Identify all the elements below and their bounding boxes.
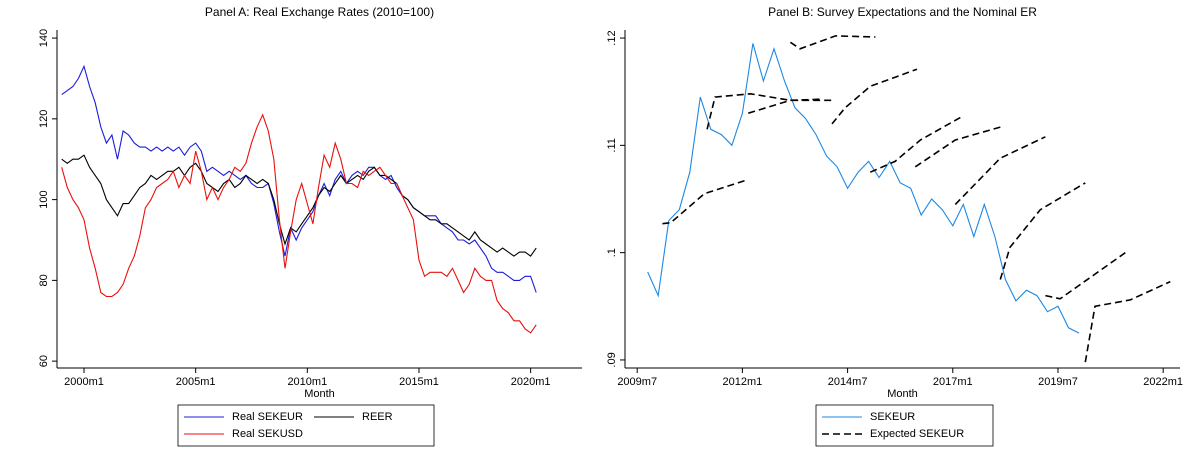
series-line	[61, 154, 537, 257]
legend-label: REER	[362, 411, 393, 423]
legend-box	[815, 404, 994, 447]
x-tick-label: 2009m7	[617, 376, 657, 388]
panel: Panel B: Survey Expectations and the Nom…	[606, 5, 1183, 447]
series-line	[61, 113, 537, 334]
x-tick-label: 2017m1	[933, 376, 973, 388]
legend-label: Expected SEKEUR	[870, 428, 964, 440]
x-tick-label: 2015m1	[399, 376, 439, 388]
x-tick-label: 2014m7	[828, 376, 868, 388]
y-tick-label: .11	[606, 138, 618, 152]
series-line	[647, 43, 1080, 334]
panel-title: Panel B: Survey Expectations and the Nom…	[768, 5, 1037, 19]
x-axis-title: Month	[887, 388, 918, 400]
x-tick-label: 2020m1	[511, 376, 551, 388]
x-tick-label: 2000m1	[64, 376, 104, 388]
panel: Panel A: Real Exchange Rates (2010=100) 6…	[38, 5, 582, 447]
x-tick-label: 2005m1	[176, 376, 216, 388]
series-line	[662, 35, 1171, 363]
y-tick-label: 80	[38, 274, 50, 286]
y-tick-label: 140	[38, 29, 50, 47]
panel-title: Panel A: Real Exchange Rates (2010=100)	[205, 5, 434, 19]
legend-box	[177, 404, 435, 447]
x-tick-label: 2019m7	[1038, 376, 1078, 388]
y-tick-label: 100	[38, 190, 50, 208]
y-tick-label: .12	[606, 30, 618, 45]
x-tick-label: 2010m1	[287, 376, 327, 388]
y-tick-label: 120	[38, 110, 50, 128]
x-tick-label: 2012m1	[723, 376, 763, 388]
x-tick-label: 2022m1	[1143, 376, 1183, 388]
x-axis-title: Month	[304, 388, 335, 400]
legend-label: Real SEKUSD	[232, 428, 303, 440]
y-tick-label: .1	[606, 248, 618, 257]
y-tick-label: .09	[606, 352, 618, 367]
y-tick-label: 60	[38, 355, 50, 367]
series-line	[61, 64, 537, 293]
legend-label: SEKEUR	[870, 411, 915, 423]
legend-label: Real SEKEUR	[232, 411, 303, 423]
